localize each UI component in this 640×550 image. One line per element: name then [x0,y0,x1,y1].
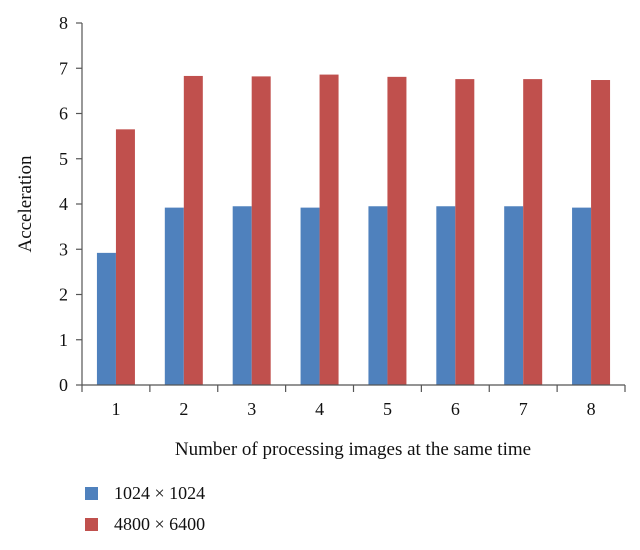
bar-series1-4 [300,207,320,385]
legend-label: 4800 × 6400 [114,514,205,534]
bar-series2-3 [251,76,271,386]
bar-series1-2 [164,207,184,385]
x-tick-label: 1 [111,399,120,419]
legend: 1024 × 1024 4800 × 6400 [85,483,205,534]
y-tick-label: 8 [59,13,68,33]
y-tick-label: 4 [59,194,68,214]
bar-series1-6 [436,206,456,385]
bar-series1-7 [504,206,524,385]
x-tick-label: 2 [179,399,188,419]
x-tick-label: 3 [247,399,256,419]
axes-group [76,22,626,392]
x-tick-label: 7 [519,399,528,419]
y-axis-title: Acceleration [15,155,36,253]
y-tick-label: 3 [59,239,68,259]
bar-series2-4 [319,74,339,386]
bar-series1-8 [572,207,592,385]
legend-swatch [85,487,98,500]
bar-series2-2 [183,75,203,385]
x-tick-label: 8 [587,399,596,419]
y-tick-labels: 0 1 2 3 4 5 6 7 8 [59,13,68,395]
bar-series1-1 [96,252,116,385]
x-tick-labels: 1 2 3 4 5 6 7 8 [111,399,595,419]
legend-swatch [85,518,98,531]
bar-series1-5 [368,206,388,385]
y-tick-label: 5 [59,149,68,169]
y-tick-label: 1 [59,330,68,350]
bars-group [96,74,611,386]
bar-series2-6 [455,79,475,386]
bar-series1-3 [232,206,252,385]
bar-series2-8 [591,80,611,385]
bar-series2-1 [115,129,135,385]
legend-label: 1024 × 1024 [114,483,205,503]
x-tick-label: 6 [451,399,460,419]
bar-series2-5 [387,76,407,385]
y-tick-label: 0 [59,375,68,395]
y-tick-label: 7 [59,58,68,78]
y-tick-label: 6 [59,104,68,124]
x-tick-label: 5 [383,399,392,419]
bar-series2-7 [523,79,543,386]
y-tick-label: 2 [59,285,68,305]
x-tick-label: 4 [315,399,324,419]
x-axis-title: Number of processing images at the same … [175,439,531,460]
